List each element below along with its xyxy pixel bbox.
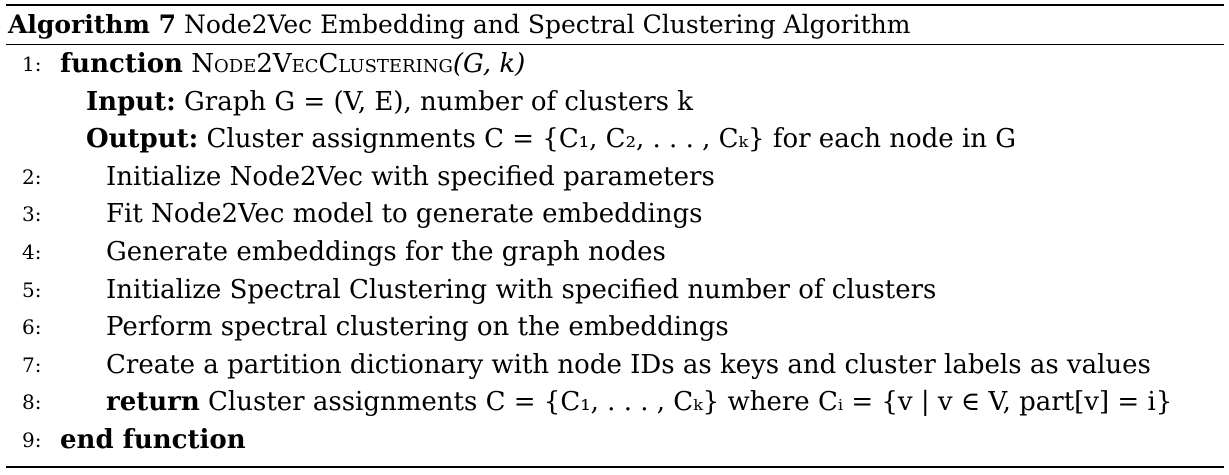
line-4: 4: Generate embeddings for the graph nod… (6, 234, 1224, 272)
line-content: Output: Cluster assignments C = {C₁, C₂,… (86, 121, 1016, 159)
algorithm-body: 1: function Node2VecClustering(G, k) Inp… (6, 45, 1224, 460)
line-text: Initialize Spectral Clustering with spec… (106, 274, 937, 305)
line-2: 2: Initialize Node2Vec with specified pa… (6, 159, 1224, 197)
end-function-keyword: end function (60, 424, 246, 455)
line-number: 8: (22, 390, 42, 415)
line-number: 7: (22, 352, 42, 377)
algorithm-title: Node2Vec Embedding and Spectral Clusteri… (183, 10, 911, 39)
function-name: Node2VecClustering (191, 49, 453, 79)
caption-rule (6, 44, 1224, 45)
output-label: Output: (86, 124, 199, 155)
line-number: 3: (22, 202, 42, 227)
line-9: 9: end function (6, 422, 1224, 460)
line-text: Perform spectral clustering on the embed… (106, 312, 729, 343)
return-text: Cluster assignments C = {C₁, . . . , Cₖ}… (208, 387, 1173, 418)
line-number: 5: (22, 277, 42, 302)
function-keyword: function (60, 49, 183, 79)
line-number: 1: (22, 52, 42, 76)
line-content: return Cluster assignments C = {C₁, . . … (106, 384, 1172, 422)
line-1: 1: function Node2VecClustering(G, k) (6, 46, 1224, 84)
input-line: Input: Graph G = (V, E), number of clust… (6, 84, 1224, 122)
bottom-rule (6, 465, 1224, 468)
line-number: 4: (22, 239, 42, 264)
algorithm-caption: Algorithm 7 Node2Vec Embedding and Spect… (6, 6, 1224, 44)
top-rule (6, 4, 1224, 6)
line-content: Input: Graph G = (V, E), number of clust… (86, 84, 693, 122)
line-6: 6: Perform spectral clustering on the em… (6, 309, 1224, 347)
line-8: 8: return Cluster assignments C = {C₁, .… (6, 384, 1224, 422)
output-line: Output: Cluster assignments C = {C₁, C₂,… (6, 121, 1224, 159)
line-7: 7: Create a partition dictionary with no… (6, 347, 1224, 385)
line-5: 5: Initialize Spectral Clustering with s… (6, 272, 1224, 310)
output-text: Cluster assignments C = {C₁, C₂, . . . ,… (206, 124, 1017, 155)
algorithm-box: Algorithm 7 Node2Vec Embedding and Spect… (6, 4, 1224, 468)
line-number: 9: (22, 427, 42, 452)
line-text: Fit Node2Vec model to generate embedding… (106, 199, 703, 230)
line-text: Create a partition dictionary with node … (106, 349, 1151, 380)
line-content: function Node2VecClustering(G, k) (60, 46, 525, 84)
return-keyword: return (106, 387, 200, 418)
input-label: Input: (86, 86, 176, 117)
line-3: 3: Fit Node2Vec model to generate embedd… (6, 196, 1224, 234)
line-number: 2: (22, 164, 42, 189)
function-args: (G, k) (452, 49, 526, 79)
algorithm-label: Algorithm 7 (8, 10, 176, 39)
line-text: Initialize Node2Vec with specified param… (106, 161, 715, 192)
line-number: 6: (22, 315, 42, 340)
input-text: Graph G = (V, E), number of clusters k (184, 86, 694, 117)
line-text: Generate embeddings for the graph nodes (106, 236, 666, 267)
